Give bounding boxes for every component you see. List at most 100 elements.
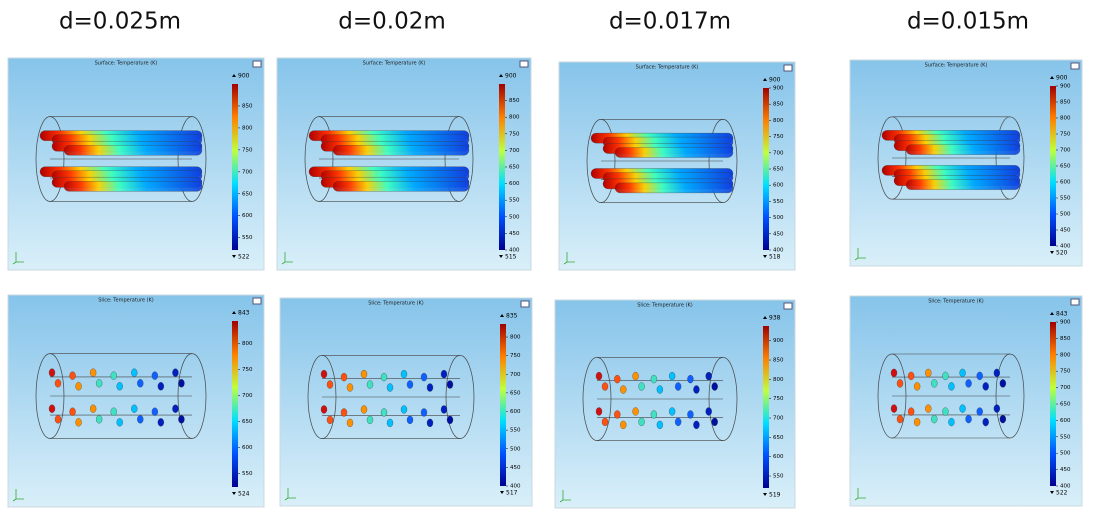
slice-dot [420,372,428,382]
colorbar-tick-label: 650 [773,167,784,173]
slice-dot [668,407,676,416]
panel: Surface: Temperature (K) 900 518 900 850 800 7… [558,61,796,271]
slice-dot [116,418,123,427]
panel-bg [849,59,1083,267]
slice-dot [346,383,354,392]
slice-dot [595,407,603,416]
colorbar-tick-label: 800 [1060,352,1071,358]
slice-dot [75,382,82,391]
tube [332,181,470,192]
colorbar [500,324,506,486]
slice-dot [656,385,664,394]
slice-dot [366,415,374,425]
colorbar-tick-label: 600 [509,181,520,187]
slice-dot [440,405,448,414]
colorbar-tick-label: 550 [509,198,520,204]
slice-dot [157,382,165,391]
colorbar-tick-label: 600 [773,454,784,460]
panel-bg [279,297,533,507]
colorbar [232,84,238,250]
slice-dot [907,407,915,416]
colorbar-max: 835 [506,313,518,320]
colorbar-max: 900 [505,73,517,80]
slice-dot [993,368,1001,378]
slice-dot [896,379,904,388]
colorbar-min: 522 [1056,490,1068,497]
colorbar-tick-label: 550 [242,471,253,477]
colorbar-tick-label: 900 [1060,84,1071,90]
column-header: d=0.025m [59,9,181,35]
slice-dot [965,414,972,424]
panel-bg [554,299,796,509]
panel-title: Surface: Temperature (K) [925,63,988,69]
slice-dot [948,417,955,427]
slice-dot [406,415,414,425]
slice-dot [172,368,179,377]
panel-bg [7,294,265,508]
colorbar-min: 520 [1056,250,1068,257]
panel-icon [519,60,529,68]
slice-dot [426,418,434,428]
slice-dot [907,371,915,381]
slice-dot [75,418,82,427]
panel-icon [1070,298,1080,306]
slice-dot [48,404,56,413]
colorbar-max: 900 [238,73,250,80]
slice-dot [426,383,434,392]
slice-dot [942,371,949,381]
slice-dot [976,407,983,416]
slice-dot [620,420,627,430]
slice-dot [89,404,97,413]
slice-dot [993,404,1001,413]
slice-dot [601,417,609,427]
slice-dot [976,371,983,381]
slice-dot [95,379,103,388]
colorbar-tick-label: 500 [509,214,520,220]
slice-dot [406,380,414,389]
slice-dot [632,371,639,381]
slice-dot [320,405,328,414]
slice-dot [711,417,718,427]
slice-dot [687,374,694,384]
tube [905,144,1021,155]
slice-dot [137,415,144,424]
panel: Slice: Temperature (K) 835 517 800 750 700 650… [279,297,533,507]
colorbar-tick-label: 850 [1060,336,1071,342]
colorbar-tick-label: 650 [1060,402,1071,408]
axis-triad [854,248,866,261]
colorbar [232,321,238,487]
colorbar-tick-label: 600 [242,445,253,451]
slice-dot [54,415,62,424]
colorbar-tick-label: 850 [773,358,784,364]
slice-dot [380,408,388,417]
colorbar-tick-label: 600 [773,183,784,189]
min-marker [499,255,503,258]
slice-dot [913,417,921,427]
colorbar-tick-label: 400 [773,248,784,254]
tube [63,145,203,156]
colorbar-tick-label: 550 [773,199,784,205]
slice-dot [601,382,609,391]
panel-title: Slice: Temperature (K) [637,303,693,309]
colorbar-tick-label: 850 [509,98,520,104]
slice-dot [172,404,179,413]
colorbar-tick-label: 700 [773,416,784,422]
colorbar-tick-label: 550 [1060,434,1071,440]
colorbar-max: 900 [769,77,781,84]
colorbar-tick-label: 750 [242,147,253,153]
slice-dot [925,404,932,413]
axis-triad [281,252,293,265]
colorbar-tick-label: 550 [1060,196,1071,202]
slice-dot [687,410,694,419]
slice-dot [982,382,989,391]
max-marker [1050,76,1054,79]
panel-icon [1070,62,1080,70]
panel-bg [276,57,532,271]
colorbar-tick-label: 600 [1060,180,1071,186]
panel: Surface: Temperature (K) 900 522 850 800 750 7… [7,57,265,271]
colorbar-tick-label: 750 [1060,369,1071,375]
max-marker [500,314,504,317]
colorbar-tick-label: 900 [773,86,784,92]
tube [63,181,203,192]
